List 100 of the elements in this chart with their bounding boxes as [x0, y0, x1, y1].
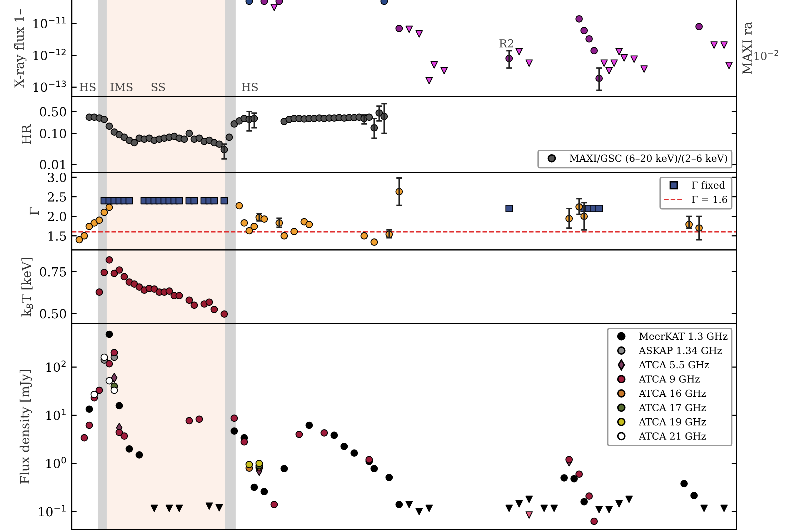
point	[306, 221, 314, 228]
point	[230, 120, 238, 128]
point	[720, 504, 728, 512]
point	[230, 414, 238, 422]
point	[566, 456, 574, 464]
point	[330, 432, 338, 440]
point	[560, 474, 568, 482]
y-tick-label: 10$^{2}$	[46, 360, 66, 372]
point	[210, 197, 218, 205]
point	[150, 286, 158, 294]
point	[106, 360, 114, 368]
point	[86, 422, 94, 430]
point	[126, 197, 134, 205]
point	[120, 432, 128, 440]
point	[250, 223, 258, 230]
point	[180, 136, 188, 144]
point	[76, 236, 84, 244]
point	[110, 349, 118, 357]
point	[576, 470, 584, 478]
point	[690, 492, 698, 500]
point	[280, 465, 288, 473]
point	[110, 270, 118, 278]
annotation: HS	[242, 83, 258, 92]
point	[246, 227, 254, 235]
point	[396, 25, 404, 32]
point	[166, 288, 174, 296]
point	[580, 27, 588, 35]
point	[230, 428, 238, 435]
point	[416, 508, 424, 516]
point	[190, 197, 198, 205]
point	[206, 502, 214, 510]
y-tick-label: 2.0	[48, 212, 66, 222]
point	[126, 446, 134, 453]
point	[440, 67, 448, 75]
point	[700, 504, 708, 512]
point	[610, 60, 618, 68]
point	[136, 284, 144, 292]
point	[590, 518, 598, 526]
point	[540, 504, 548, 512]
point	[100, 354, 108, 362]
point	[100, 116, 108, 124]
point	[176, 197, 184, 205]
point	[720, 42, 728, 50]
point	[306, 422, 314, 430]
y-axis-title: Flux density [mJy]	[20, 370, 32, 484]
point	[620, 54, 628, 62]
point	[680, 480, 688, 488]
point	[710, 42, 718, 50]
y-tick-label: 10$^{−11}$	[34, 17, 66, 29]
legend-label: ASKAP 1.34 GHz	[639, 347, 722, 354]
point	[370, 238, 378, 246]
point	[386, 474, 394, 482]
y-axis-title: HR	[22, 124, 32, 144]
point	[106, 330, 114, 338]
point	[100, 269, 108, 276]
point	[116, 402, 124, 410]
y-tick-label: 10$^{−1}$	[39, 505, 66, 517]
point	[130, 139, 138, 147]
point	[240, 438, 248, 446]
point	[616, 48, 624, 56]
point	[90, 391, 98, 398]
point	[606, 506, 614, 514]
point	[606, 67, 614, 75]
point	[586, 35, 594, 43]
point	[396, 501, 404, 508]
point	[80, 434, 88, 442]
point	[236, 202, 244, 210]
y-axis-title: Γ	[30, 208, 40, 216]
y-tick-label: 0.10	[40, 129, 66, 139]
point	[550, 504, 558, 512]
point	[270, 4, 278, 12]
y-tick-label: 0.75	[40, 267, 66, 277]
point	[596, 506, 604, 514]
point	[626, 496, 634, 504]
point	[116, 429, 124, 436]
point	[640, 66, 648, 74]
point	[516, 48, 524, 56]
y-tick-label: 10$^{−12}$	[34, 48, 66, 60]
point	[416, 30, 424, 38]
legend-label: ATCA 9 GHz	[639, 376, 700, 383]
annotation: HS	[80, 83, 96, 92]
point	[290, 228, 298, 236]
y-tick-label: 2.5	[48, 192, 66, 202]
legend-label: ATCA 19 GHz	[639, 418, 706, 426]
point	[526, 512, 534, 519]
point	[250, 484, 258, 492]
legend-label: ATCA 5.5 GHz	[639, 361, 710, 369]
point	[196, 134, 204, 142]
legend-label: Γ = 1.6	[692, 196, 728, 204]
point	[116, 266, 124, 274]
y-axis-title: X-ray flux 1–	[14, 10, 27, 88]
annotation: SS	[152, 83, 166, 92]
point	[406, 26, 414, 34]
point	[246, 461, 254, 468]
point	[106, 204, 114, 212]
point	[320, 429, 328, 437]
y-tick-label: 10$^{0}$	[46, 457, 66, 469]
point	[110, 386, 118, 394]
point	[600, 60, 608, 68]
point	[370, 465, 378, 473]
